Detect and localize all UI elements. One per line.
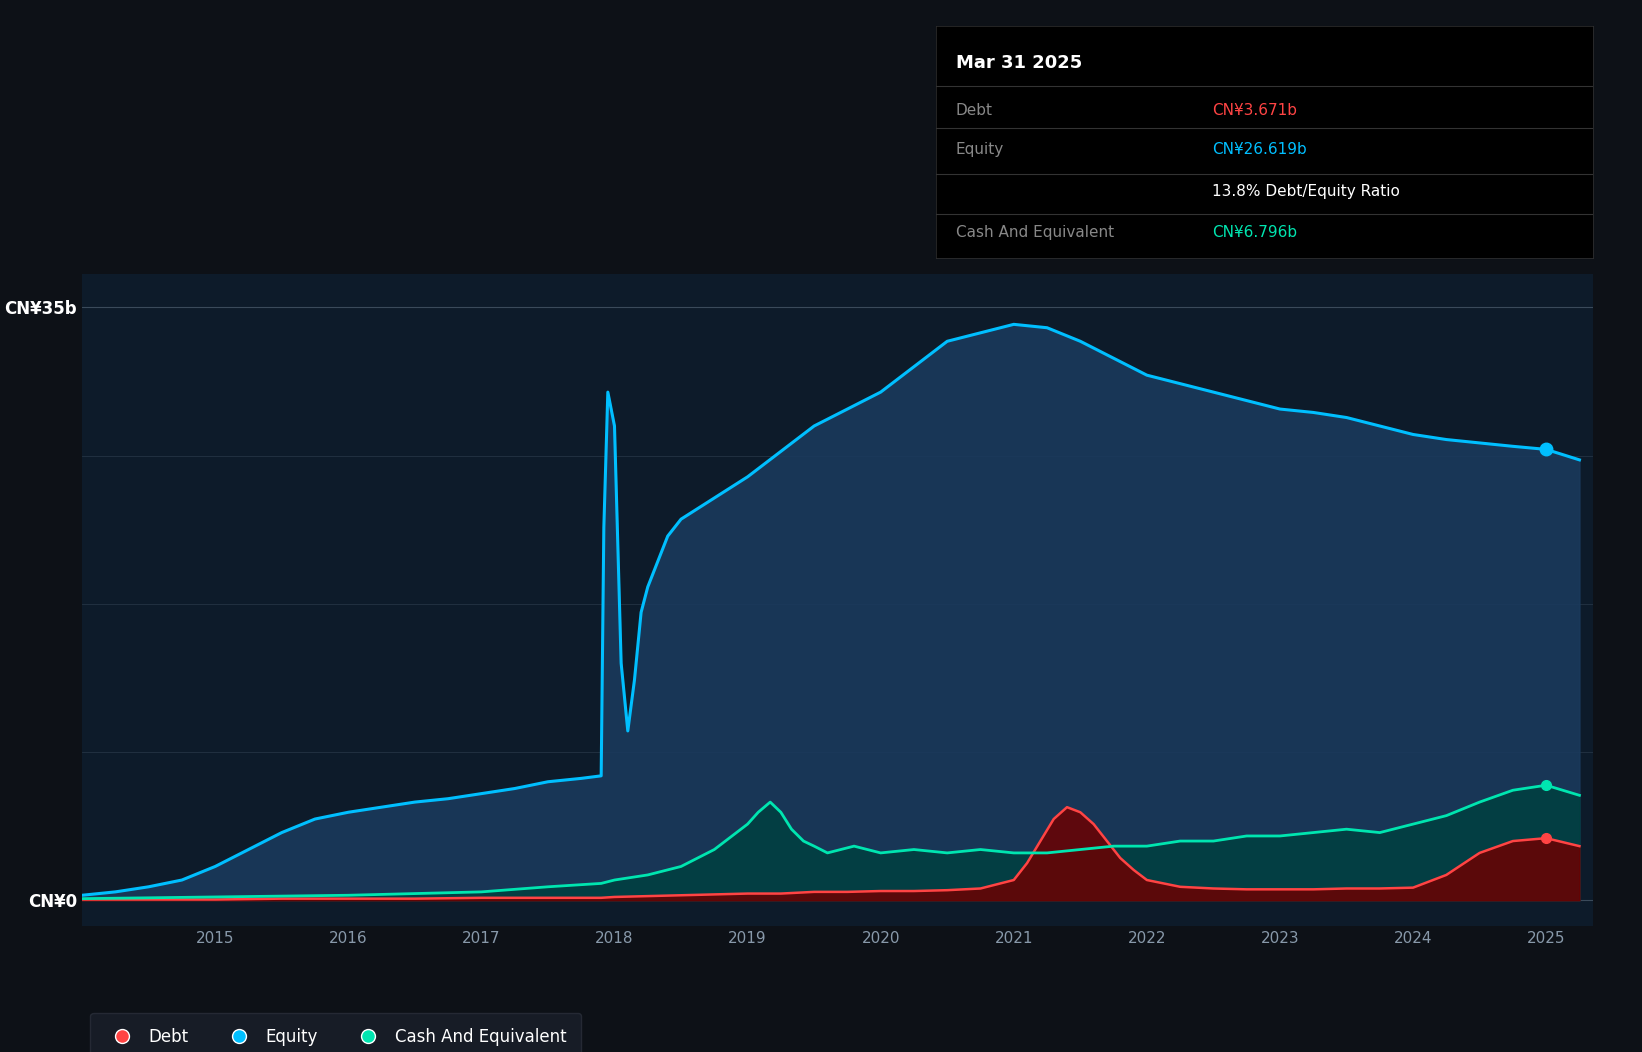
Legend: Debt, Equity, Cash And Equivalent: Debt, Equity, Cash And Equivalent	[90, 1013, 581, 1052]
Text: 13.8% Debt/Equity Ratio: 13.8% Debt/Equity Ratio	[1212, 184, 1399, 199]
Text: Mar 31 2025: Mar 31 2025	[956, 54, 1082, 73]
Text: CN¥26.619b: CN¥26.619b	[1212, 142, 1307, 157]
Text: CN¥6.796b: CN¥6.796b	[1212, 225, 1297, 240]
Text: Cash And Equivalent: Cash And Equivalent	[956, 225, 1113, 240]
Text: Debt: Debt	[956, 103, 993, 118]
Text: CN¥3.671b: CN¥3.671b	[1212, 103, 1297, 118]
Text: Equity: Equity	[956, 142, 1003, 157]
